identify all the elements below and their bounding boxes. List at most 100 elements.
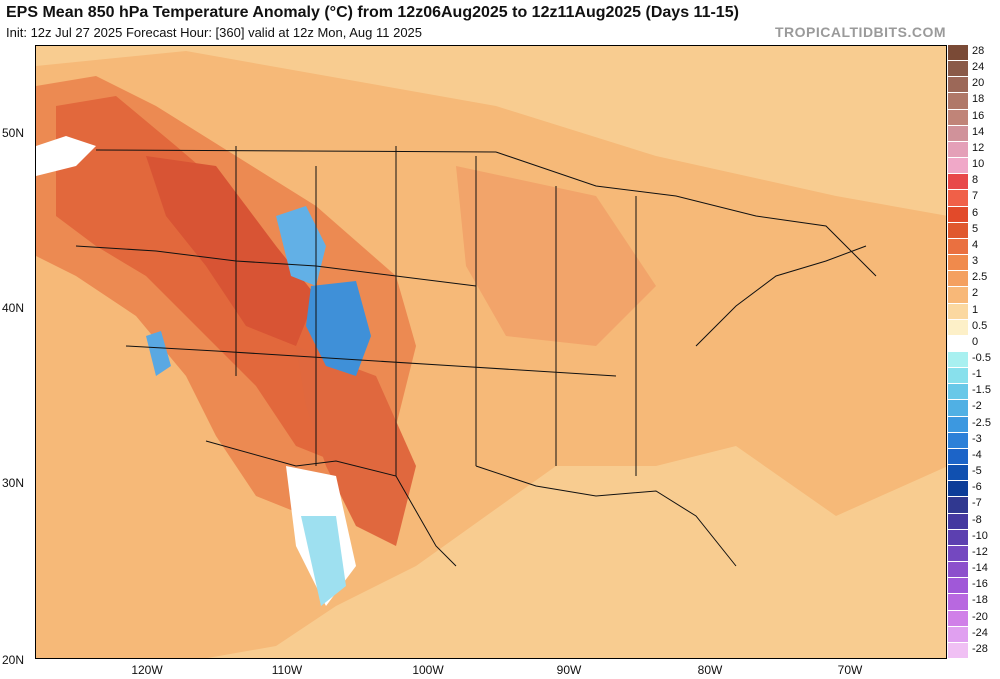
cool-anomaly-colorado (306, 281, 371, 376)
state-meridian-lines (235, 146, 637, 476)
colorbar-label: -0.5 (972, 352, 991, 364)
colorbar-label: -8 (972, 513, 982, 526)
colorbar-row: 7 (948, 190, 1000, 207)
colorbar-row: -18 (948, 594, 1000, 611)
colorbar-swatch (948, 610, 968, 626)
colorbar-row: 12 (948, 141, 1000, 159)
colorbar-label: -24 (972, 626, 988, 639)
colorbar-swatch (948, 465, 968, 481)
colorbar-label: -1 (972, 368, 982, 381)
colorbar-swatch (948, 61, 968, 77)
colorbar-label: -18 (972, 594, 988, 607)
colorbar-label: -14 (972, 562, 988, 575)
colorbar-row: 24 (948, 61, 1000, 78)
colorbar-row: 0 (948, 335, 1000, 352)
lat-label-20n: 20N (2, 653, 25, 667)
colorbar-row: -2.5 (948, 416, 1000, 433)
colorbar-row: 6 (948, 206, 1000, 223)
colorbar-swatch (948, 481, 968, 497)
colorbar-swatch (948, 497, 968, 513)
colorbar-swatch (948, 174, 968, 190)
colorbar-row: 16 (948, 109, 1000, 126)
anomaly-map (35, 45, 947, 659)
colorbar-swatch (948, 77, 968, 93)
map-title: EPS Mean 850 hPa Temperature Anomaly (°C… (6, 4, 739, 21)
colorbar-swatch (948, 335, 968, 351)
colorbar-swatch (948, 125, 968, 141)
colorbar-swatch (948, 158, 968, 174)
colorbar-label: 2 (972, 287, 979, 300)
colorbar-row: 14 (948, 125, 1000, 142)
colorbar-label: 4 (972, 238, 979, 251)
colorbar-swatch (948, 303, 968, 319)
cool-anomaly-sierra (146, 331, 171, 376)
colorbar-row: -8 (948, 513, 1000, 530)
colorbar-swatch (948, 416, 968, 432)
colorbar-row: 2.5 (948, 271, 1000, 288)
colorbar-row: -20 (948, 610, 1000, 627)
colorbar-row: -6 (948, 481, 1000, 498)
map-subtitle: Init: 12z Jul 27 2025 Forecast Hour: [36… (6, 25, 423, 40)
colorbar-swatch (948, 578, 968, 594)
cool-anomaly-mexico (301, 516, 346, 606)
colorbar-swatch (948, 368, 968, 384)
colorbar-label: -4 (972, 448, 982, 461)
colorbar-label: 6 (972, 206, 979, 219)
colorbar-row: -3 (948, 432, 1000, 449)
colorbar-label: 28 (972, 45, 985, 57)
lat-label-30n: 30N (2, 476, 25, 490)
colorbar-label: 0.5 (972, 319, 988, 332)
colorbar-row: -1.5 (948, 384, 1000, 401)
colorbar-swatch (948, 400, 968, 416)
lat-label-40n: 40N (2, 301, 25, 315)
colorbar-swatch (948, 287, 968, 303)
colorbar-swatch (948, 319, 968, 335)
colorbar-label: 20 (972, 77, 985, 90)
colorbar-label: -1.5 (972, 384, 991, 397)
colorbar-label: -3 (972, 432, 982, 445)
colorbar-label: 24 (972, 61, 985, 74)
colorbar-label: 5 (972, 222, 979, 235)
colorbar-label: 2.5 (972, 271, 988, 284)
colorbar-label: 0 (972, 335, 979, 348)
lon-label-120w: 120W (131, 663, 163, 677)
colorbar-row: 4 (948, 238, 1000, 256)
colorbar-label: 16 (972, 109, 985, 122)
colorbar-row: 18 (948, 93, 1000, 110)
colorbar-label: -20 (972, 610, 988, 623)
neutral-anomaly-pacific (36, 136, 96, 176)
colorbar-row: -2 (948, 400, 1000, 417)
colorbar-label: -5 (972, 465, 982, 478)
colorbar-row: 2 (948, 287, 1000, 304)
colorbar-swatch (948, 529, 968, 545)
us-canada-border (95, 149, 497, 153)
colorbar-swatch (948, 222, 968, 238)
atlantic-coast (695, 245, 867, 347)
colorbar-row: 10 (948, 158, 1000, 175)
colorbar-swatch (948, 206, 968, 222)
colorbar-swatch (948, 255, 968, 271)
colorbar-label: -10 (972, 529, 988, 542)
us-canada-east-border (495, 151, 877, 277)
lat-label-50n: 50N (2, 126, 25, 140)
political-borders (75, 146, 877, 567)
colorbar-label: -6 (972, 481, 982, 494)
strong-warm-region (56, 96, 366, 466)
colorbar-row: -5 (948, 465, 1000, 482)
lon-label-110w: 110W (271, 663, 303, 677)
colorbar-label: -16 (972, 578, 988, 591)
credit-text[interactable]: TROPICALTIDBITS.COM (774, 24, 946, 40)
colorbar-swatch (948, 190, 968, 206)
colorbar-row: 28 (948, 45, 1000, 62)
colorbar-swatch (948, 352, 968, 368)
colorbar-label: 1 (972, 303, 979, 316)
state-line-b (125, 345, 617, 377)
colorbar-swatch (948, 513, 968, 529)
colorbar-row: 20 (948, 77, 1000, 94)
colorbar-swatch (948, 594, 968, 610)
colorbar-label: 10 (972, 158, 985, 171)
core-warm-region (146, 156, 316, 346)
colorbar-swatch (948, 432, 968, 448)
colorbar-swatch (948, 93, 968, 109)
colorbar-row: -4 (948, 448, 1000, 466)
